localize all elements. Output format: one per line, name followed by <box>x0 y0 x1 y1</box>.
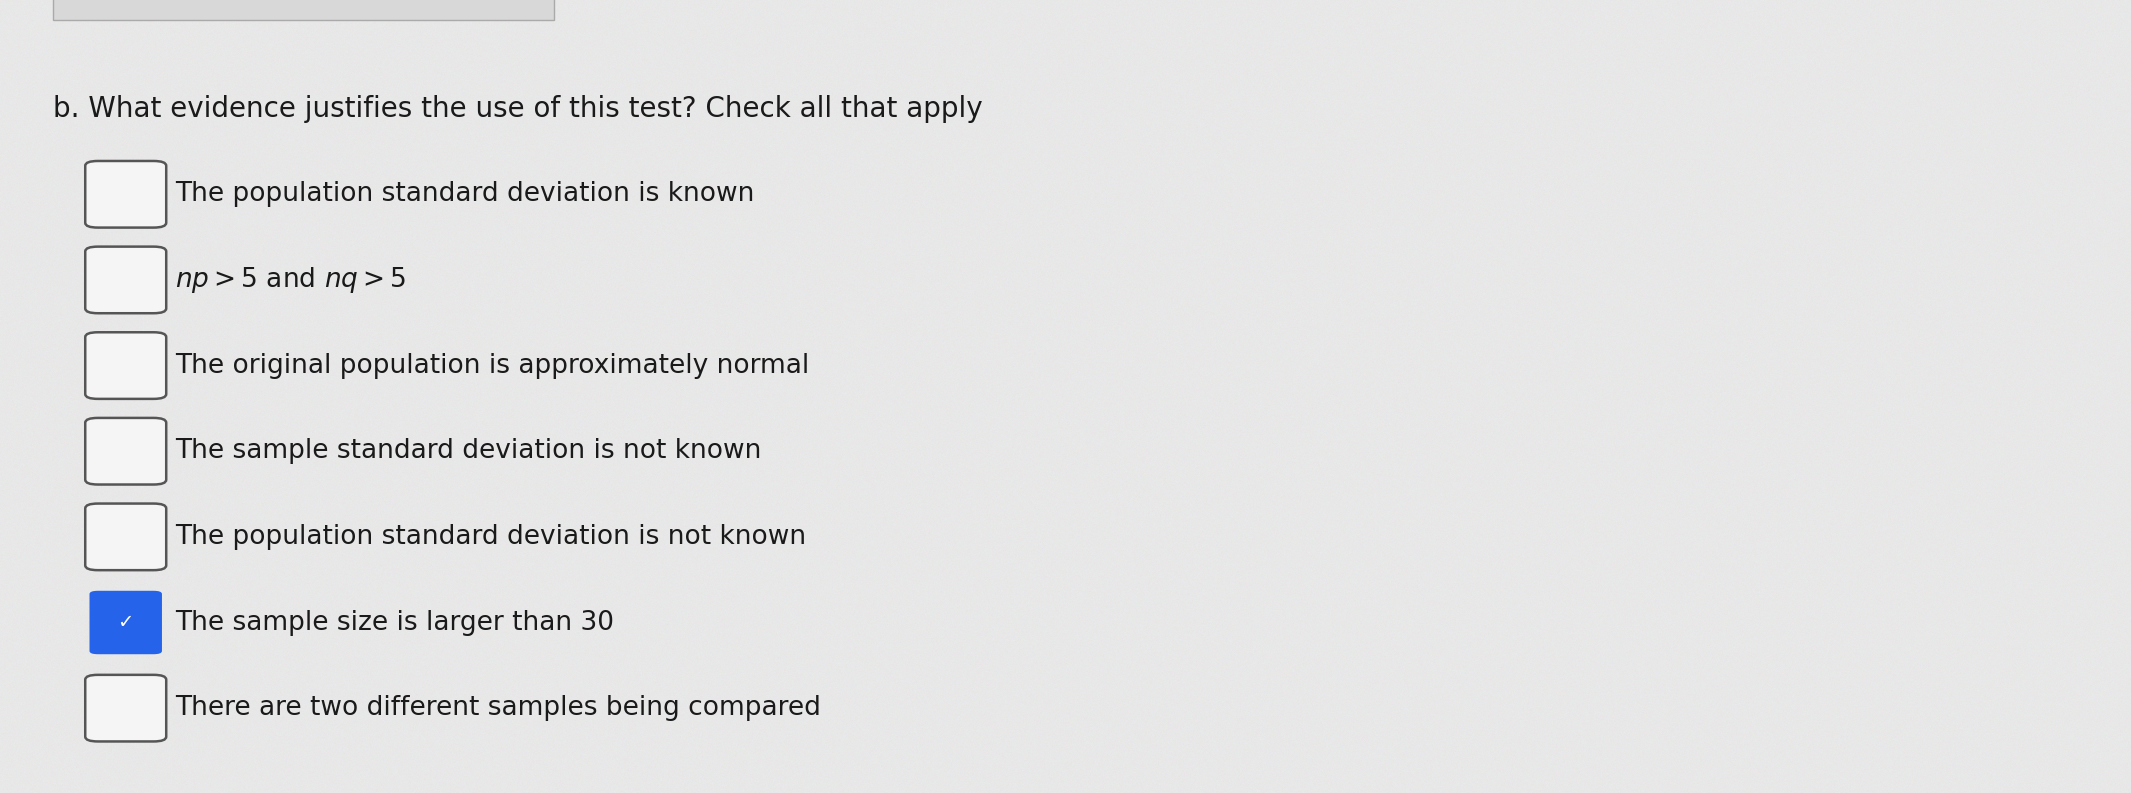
Text: The sample standard deviation is not known: The sample standard deviation is not kno… <box>175 439 761 464</box>
FancyBboxPatch shape <box>85 418 166 485</box>
FancyBboxPatch shape <box>90 591 162 654</box>
Text: The population standard deviation is known: The population standard deviation is kno… <box>175 182 754 207</box>
FancyBboxPatch shape <box>85 332 166 399</box>
Text: b. What evidence justifies the use of this test? Check all that apply: b. What evidence justifies the use of th… <box>53 95 982 123</box>
Text: There are two different samples being compared: There are two different samples being co… <box>175 695 820 721</box>
Text: The original population is approximately normal: The original population is approximately… <box>175 353 810 378</box>
Text: $np > 5$ and $nq > 5$: $np > 5$ and $nq > 5$ <box>175 265 407 295</box>
FancyBboxPatch shape <box>53 0 554 20</box>
FancyBboxPatch shape <box>85 161 166 228</box>
Text: The population standard deviation is not known: The population standard deviation is not… <box>175 524 806 550</box>
FancyBboxPatch shape <box>85 247 166 313</box>
FancyBboxPatch shape <box>85 675 166 741</box>
Text: ✓: ✓ <box>117 613 134 632</box>
Text: The sample size is larger than 30: The sample size is larger than 30 <box>175 610 614 635</box>
FancyBboxPatch shape <box>85 504 166 570</box>
